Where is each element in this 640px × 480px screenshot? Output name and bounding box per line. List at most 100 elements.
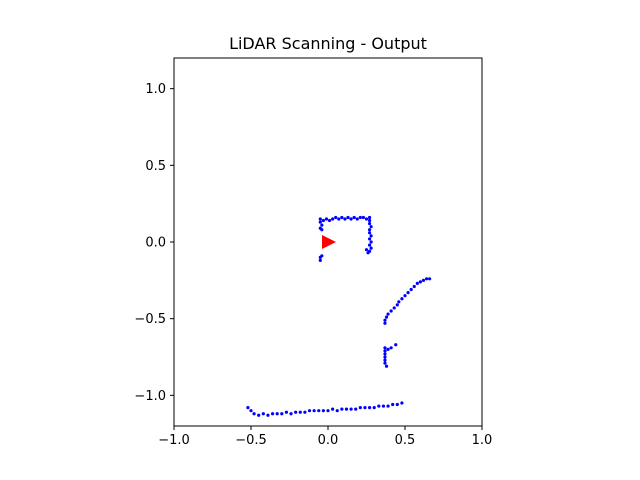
x-tick-label: 1.0 (472, 433, 493, 448)
y-tick-label: 0.0 (145, 236, 166, 251)
scan-point (369, 246, 373, 250)
scan-point (397, 300, 401, 304)
scan-point (335, 409, 339, 413)
scan-point (326, 409, 330, 413)
x-tick-label: 0.5 (395, 433, 416, 448)
scan-point (358, 215, 362, 220)
scan-point (367, 237, 372, 241)
scan-point (386, 312, 390, 316)
scan-point (289, 412, 293, 416)
scan-point (389, 346, 393, 350)
scan-point (320, 254, 324, 258)
x-axis: −1.0 −0.5 0.0 0.5 1.0 (158, 426, 492, 448)
scan-point (384, 315, 389, 319)
scan-point (349, 407, 353, 411)
scan-point (383, 361, 387, 365)
scan-point (391, 402, 395, 407)
scan-point (331, 407, 335, 411)
scan-point (318, 258, 322, 262)
scan-point (418, 280, 422, 284)
scan-point (412, 284, 416, 289)
plot-frame (173, 57, 483, 427)
scan-point (421, 278, 426, 282)
scan-point (383, 355, 387, 359)
scan-point (367, 243, 372, 247)
scan-point (340, 215, 344, 220)
scan-point (367, 406, 372, 410)
scan-point (364, 248, 369, 252)
scan-point (369, 225, 373, 229)
y-tick-label: −1.0 (134, 389, 166, 404)
scan-point (364, 217, 369, 221)
scan-point (383, 321, 387, 325)
scan-point (355, 217, 359, 221)
scan-point (369, 234, 373, 238)
scan-point (383, 352, 387, 356)
scan-point (320, 228, 324, 232)
y-axis: 1.0 0.5 0.0 −0.5 −1.0 (134, 82, 174, 404)
scan-point (246, 406, 250, 410)
x-tick-label: −1.0 (158, 433, 190, 448)
scan-point (386, 347, 390, 351)
scan-point (367, 231, 372, 235)
scan-point (367, 222, 372, 226)
scan-point (354, 407, 358, 411)
scan-point (409, 287, 413, 292)
scan-point (369, 240, 373, 244)
x-tick-label: −0.5 (235, 433, 267, 448)
scan-point (395, 303, 399, 307)
scan-point (346, 215, 350, 220)
scan-point (257, 413, 261, 417)
scan-point (270, 412, 275, 416)
scan-point (343, 217, 347, 221)
scan-point (318, 220, 322, 224)
scan-point (400, 297, 404, 301)
scan-point (252, 412, 256, 416)
scan-point (392, 306, 396, 310)
scan-point (400, 401, 404, 405)
scan-point (381, 404, 386, 408)
scan-point (340, 407, 344, 411)
scan-point (403, 294, 407, 298)
scan-point (334, 215, 338, 220)
scan-point (324, 217, 329, 221)
scan-point (320, 223, 324, 227)
scan-point (372, 406, 376, 410)
scan-point (367, 228, 372, 232)
scan-point (383, 349, 387, 353)
scan-point (352, 215, 356, 220)
scan-point (406, 291, 410, 295)
scan-point (384, 364, 389, 368)
scan-point (337, 217, 341, 221)
scan-point (415, 281, 419, 285)
chart-title: LiDAR Scanning - Output (229, 34, 427, 53)
scan-point (327, 218, 332, 223)
scan-point (331, 217, 335, 221)
scan-point (284, 410, 289, 414)
scan-point (317, 409, 321, 413)
scan-point (367, 215, 372, 220)
scan-point (428, 277, 432, 281)
sensor-marker-triangle (322, 235, 336, 249)
scan-point (366, 251, 370, 255)
scan-point (303, 410, 307, 414)
scan-point (307, 409, 312, 413)
scan-point (349, 217, 353, 221)
y-tick-label: −0.5 (134, 312, 166, 327)
scan-point (363, 406, 367, 410)
sensor-marker (322, 235, 336, 249)
scan-point (361, 215, 366, 220)
scan-point (383, 346, 387, 350)
scan-points (246, 215, 432, 417)
scan-point (321, 409, 325, 413)
scan-point (275, 412, 279, 416)
scan-point (266, 413, 270, 417)
scan-point (386, 404, 390, 408)
scan-point (394, 343, 398, 347)
scan-point (312, 409, 316, 413)
scan-point (294, 410, 298, 414)
scan-point (389, 309, 393, 313)
scan-point (424, 277, 429, 281)
scan-point (358, 406, 362, 410)
